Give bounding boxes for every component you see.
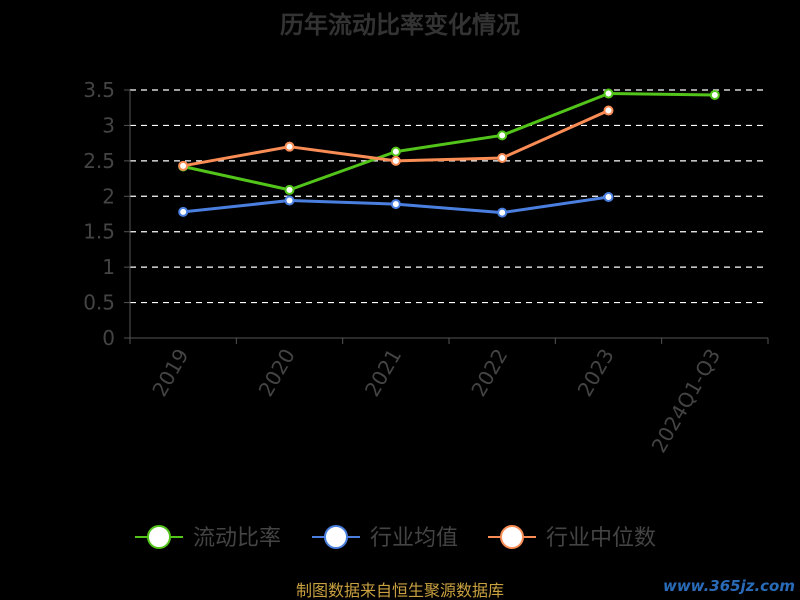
source-footer: 制图数据来自恒生聚源数据库 [296, 581, 504, 600]
grid-lines [130, 89, 768, 304]
data-point [284, 184, 295, 195]
data-point [284, 141, 295, 152]
legend-label: 行业中位数 [546, 526, 656, 551]
legend-item[interactable]: 行业均值 [312, 525, 458, 551]
data-point [603, 88, 614, 99]
data-point [390, 155, 401, 166]
y-tick-label: 1 [102, 255, 115, 279]
data-point [178, 206, 189, 217]
series-points [178, 88, 720, 218]
y-axis-ticks: 0 0.5 1 1.5 2 2.5 3 3.5 [83, 78, 115, 350]
x-tick-label: 2019 [147, 345, 193, 401]
y-tick-label: 2.5 [83, 149, 115, 173]
data-point [390, 199, 401, 210]
legend-marker [324, 525, 348, 549]
data-point [178, 160, 189, 171]
x-tick-label: 2020 [254, 345, 300, 401]
series-line [182, 92, 715, 192]
legend-label: 流动比率 [193, 526, 281, 551]
legend-marker [147, 525, 171, 549]
data-point [603, 105, 614, 116]
y-tick-label: 0 [102, 326, 115, 350]
series-lines [182, 92, 715, 215]
y-tick-label: 3.5 [83, 78, 115, 102]
legend-item[interactable]: 行业中位数 [488, 525, 656, 551]
legend[interactable]: 流动比率 行业均值 行业中位数 [135, 525, 656, 551]
data-point [497, 130, 508, 141]
legend-item[interactable]: 流动比率 [135, 525, 281, 551]
data-point [390, 146, 401, 157]
x-tick-label: 2022 [466, 344, 512, 400]
legend-marker [500, 525, 524, 549]
x-axis-ticks: 2019 2020 2021 2022 2023 2024Q1-Q3 [147, 344, 725, 456]
y-tick-label: 0.5 [83, 291, 115, 315]
chart-title: 历年流动比率变化情况 [280, 11, 520, 39]
x-tick-label: 2023 [573, 345, 619, 401]
data-point [709, 89, 720, 100]
axes [124, 89, 769, 344]
legend-label: 行业均值 [370, 526, 458, 551]
x-tick-label: 2024Q1-Q3 [646, 345, 725, 457]
data-point [497, 207, 508, 218]
y-tick-label: 1.5 [83, 220, 115, 244]
data-point [284, 195, 295, 206]
x-tick-label: 2021 [360, 345, 406, 401]
y-tick-label: 2 [102, 184, 115, 208]
data-point [603, 191, 614, 202]
data-point [497, 153, 508, 164]
y-tick-label: 3 [102, 113, 115, 137]
watermark: www.365jz.com [663, 577, 795, 595]
